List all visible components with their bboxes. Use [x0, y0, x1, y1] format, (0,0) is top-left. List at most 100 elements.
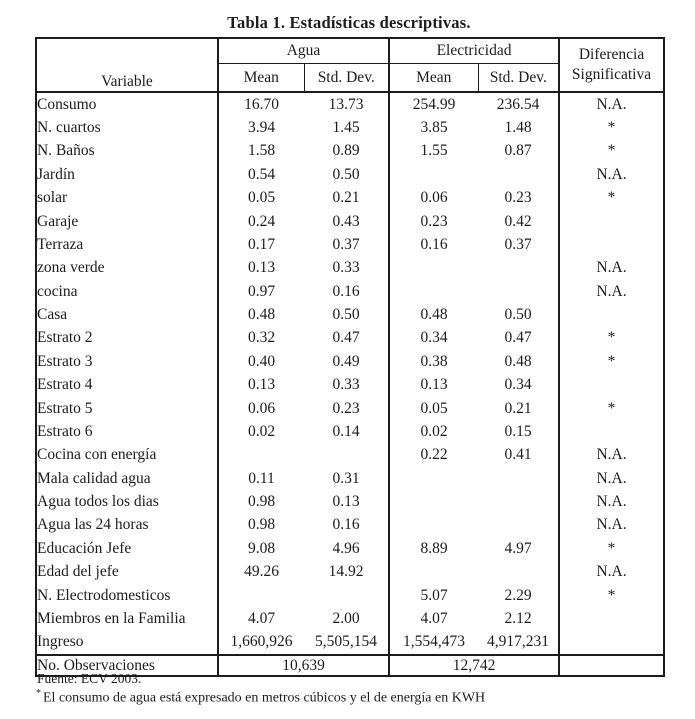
col-header-electricidad-std-dev: Std. Dev. [478, 63, 561, 93]
cell-electricidad-mean [389, 561, 478, 584]
cell-agua-mean: 0.48 [247, 306, 276, 324]
cell-agua-std-dev: 0.16 [304, 280, 391, 304]
cell-electricidad-mean: 0.48 [420, 306, 448, 324]
cell-agua-std-dev: 0.50 [304, 163, 391, 187]
cell-agua-std-dev: 1.45 [304, 116, 391, 140]
table-footer: No. Observaciones 10,639 12,742 [36, 654, 665, 676]
table-row: N. cuartos 3.94 1.45 3.85 1.48 * [36, 116, 664, 140]
cell-electricidad-mean: 1.55 [420, 142, 448, 160]
table-row: Estrato 3 0.40 0.49 0.38 0.48 * [36, 350, 664, 374]
table-row: Agua las 24 horas 0.98 0.16 N.A. [36, 513, 664, 538]
cell-agua-std-dev: 0.13 [304, 490, 391, 514]
col-header-electricidad-mean: Mean [389, 63, 479, 93]
cell-diferencia-significativa: N.A. [596, 259, 627, 277]
cell-diferencia-significativa: * [607, 142, 616, 160]
cell-variable: Edad del jefe [36, 560, 219, 584]
cell-variable: N. Electrodomesticos [36, 583, 219, 608]
cell-agua-mean: 0.54 [247, 165, 276, 183]
table-row: Miembros en la Familia 4.07 2.00 4.07 2.12 [36, 607, 664, 631]
cell-diferencia-significativa: * [607, 119, 616, 137]
diferencia-label-line2: Significativa [571, 66, 652, 83]
col-header-variable: Variable [36, 38, 219, 93]
cell-variable: zona verde [36, 256, 219, 280]
cell-agua-mean: 3.94 [247, 119, 276, 137]
cell-diferencia-significativa [559, 210, 664, 233]
cell-agua-mean [218, 584, 304, 607]
cell-variable: Estrato 5 [36, 396, 219, 421]
observations-electricidad-value: 12,742 [389, 654, 561, 676]
cell-electricidad-std-dev: 0.15 [478, 420, 561, 444]
cell-electricidad-mean: 4.07 [420, 609, 448, 627]
cell-diferencia-significativa: * [607, 189, 616, 207]
cell-electricidad-mean: 0.05 [420, 399, 448, 417]
cell-agua-std-dev: 0.89 [304, 139, 391, 164]
table-row: Estrato 5 0.06 0.23 0.05 0.21 * [36, 396, 664, 421]
cell-electricidad-std-dev: 4.97 [478, 537, 561, 561]
table-header: Variable Agua Electricidad Diferencia Sig… [36, 38, 665, 93]
cell-electricidad-std-dev: 1.48 [478, 116, 561, 140]
cell-agua-mean: 0.17 [247, 235, 276, 253]
cell-electricidad-std-dev: 2.29 [478, 583, 561, 608]
diferencia-label-line1: Diferencia [578, 45, 645, 63]
cell-diferencia-significativa: N.A. [596, 516, 627, 534]
header-row-groups: Variable Agua Electricidad Diferencia Sig… [36, 38, 665, 93]
cell-diferencia-significativa: N.A. [596, 469, 627, 487]
table-row: Mala calidad agua 0.11 0.31 N.A. [36, 467, 664, 491]
cell-agua-mean: 49.26 [244, 563, 279, 581]
cell-variable: Estrato 3 [36, 350, 219, 374]
cell-agua-std-dev: 0.37 [304, 233, 391, 257]
cell-variable: Mala calidad agua [36, 467, 219, 491]
cell-electricidad-std-dev: 0.42 [478, 209, 561, 234]
cell-agua-std-dev: 0.21 [304, 186, 391, 210]
cell-agua-std-dev: 0.14 [304, 420, 391, 444]
cell-diferencia-significativa: N.A. [596, 563, 627, 581]
cell-agua-mean: 0.11 [248, 469, 275, 487]
col-group-agua: Agua [218, 38, 391, 64]
cell-variable: Agua las 24 horas [36, 513, 219, 538]
cell-diferencia-significativa: N.A. [596, 446, 627, 464]
cell-diferencia-significativa [559, 233, 664, 256]
cell-agua-std-dev [304, 583, 391, 608]
cell-electricidad-mean: 0.23 [420, 212, 448, 230]
table-row: Jardín 0.54 0.50 N.A. [36, 163, 664, 187]
cell-electricidad-std-dev: 0.34 [478, 373, 561, 397]
cell-agua-mean: 1,660,926 [230, 633, 293, 651]
cell-agua-std-dev: 0.47 [304, 326, 391, 351]
cell-variable: Ingreso [36, 630, 219, 655]
cell-agua-mean: 4.07 [247, 609, 276, 627]
cell-agua-std-dev: 0.49 [304, 350, 391, 374]
table-row: zona verde 0.13 0.33 N.A. [36, 256, 664, 280]
cell-agua-mean: 16.70 [244, 95, 279, 113]
cell-electricidad-mean: 0.13 [420, 376, 448, 394]
table-row: cocina 0.97 0.16 N.A. [36, 280, 664, 304]
cell-agua-mean: 0.97 [247, 282, 276, 300]
table-row: N. Electrodomesticos 5.07 2.29 * [36, 583, 664, 608]
cell-agua-mean: 0.32 [247, 329, 276, 347]
cell-agua-mean: 0.98 [247, 493, 276, 511]
cell-electricidad-std-dev [478, 280, 561, 304]
statistics-table: Variable Agua Electricidad Diferencia Sig… [35, 37, 666, 677]
cell-electricidad-mean [389, 490, 478, 513]
table-row: Casa 0.48 0.50 0.48 0.50 [36, 303, 664, 327]
cell-diferencia-significativa: N.A. [596, 282, 627, 300]
cell-electricidad-mean [389, 163, 478, 186]
cell-agua-std-dev [304, 443, 391, 467]
cell-electricidad-std-dev: 0.47 [478, 326, 561, 351]
cell-variable: Estrato 6 [36, 420, 219, 444]
table-row: N. Baños 1.58 0.89 1.55 0.87 * [36, 139, 664, 164]
observations-label: No. Observaciones [36, 654, 219, 676]
cell-diferencia-significativa: * [607, 399, 616, 417]
cell-agua-std-dev: 0.16 [304, 513, 391, 538]
cell-electricidad-std-dev: 236.54 [478, 92, 561, 117]
cell-variable: Consumo [36, 92, 219, 117]
cell-variable: solar [36, 186, 219, 210]
cell-variable: N. Baños [36, 139, 219, 164]
cell-electricidad-std-dev: 0.21 [478, 396, 561, 421]
cell-diferencia-significativa: * [607, 539, 616, 557]
source-note: Fuente: ECV 2003. [37, 671, 142, 686]
cell-electricidad-std-dev: 4,917,231 [478, 630, 561, 655]
cell-electricidad-mean: 0.02 [420, 422, 448, 440]
cell-electricidad-std-dev: 0.41 [478, 443, 561, 467]
table-row: solar 0.05 0.21 0.06 0.23 * [36, 186, 664, 210]
